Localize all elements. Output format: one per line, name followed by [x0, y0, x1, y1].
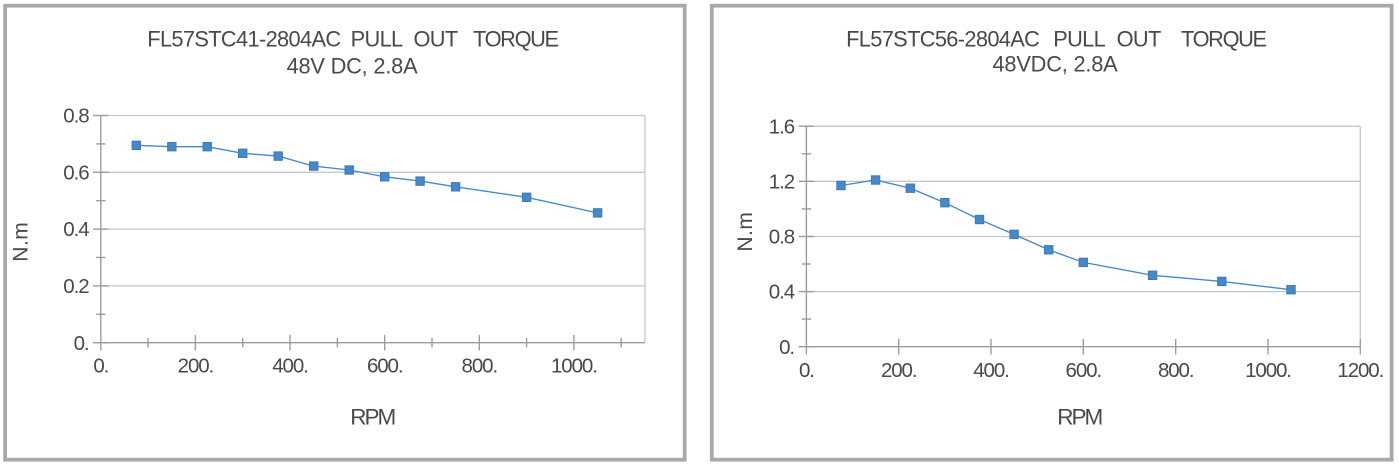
svg-text:1000.: 1000.	[1245, 359, 1291, 382]
svg-text:800.: 800.	[1158, 359, 1194, 382]
svg-text:0.: 0.	[74, 332, 89, 355]
svg-text:N.m: N.m	[734, 212, 757, 252]
svg-text:200.: 200.	[881, 359, 917, 382]
svg-text:48V DC, 2.8A: 48V DC, 2.8A	[287, 53, 419, 78]
svg-text:400.: 400.	[973, 359, 1009, 382]
svg-text:0.: 0.	[779, 336, 794, 359]
svg-text:200.: 200.	[178, 355, 214, 378]
svg-text:0.4: 0.4	[769, 281, 795, 304]
svg-text:1.2: 1.2	[769, 170, 795, 193]
svg-text:0.8: 0.8	[769, 226, 795, 249]
svg-text:1200.: 1200.	[1337, 359, 1383, 382]
svg-text:400.: 400.	[272, 355, 308, 378]
svg-text:N.m: N.m	[10, 222, 33, 262]
svg-text:1.6: 1.6	[769, 115, 795, 138]
svg-text:600.: 600.	[367, 355, 403, 378]
svg-text:0.8: 0.8	[63, 105, 89, 128]
svg-text:0.: 0.	[799, 359, 814, 382]
svg-text:0.6: 0.6	[63, 161, 89, 184]
svg-text:600.: 600.	[1066, 359, 1102, 382]
svg-text:48VDC, 2.8A: 48VDC, 2.8A	[992, 52, 1118, 77]
svg-text:0.2: 0.2	[63, 275, 89, 298]
svg-text:0.: 0.	[93, 355, 108, 378]
svg-text:RPM: RPM	[350, 404, 394, 429]
svg-text:0.4: 0.4	[63, 218, 89, 241]
svg-text:1000.: 1000.	[551, 355, 597, 378]
svg-text:RPM: RPM	[1057, 405, 1101, 430]
svg-text:800.: 800.	[462, 355, 498, 378]
